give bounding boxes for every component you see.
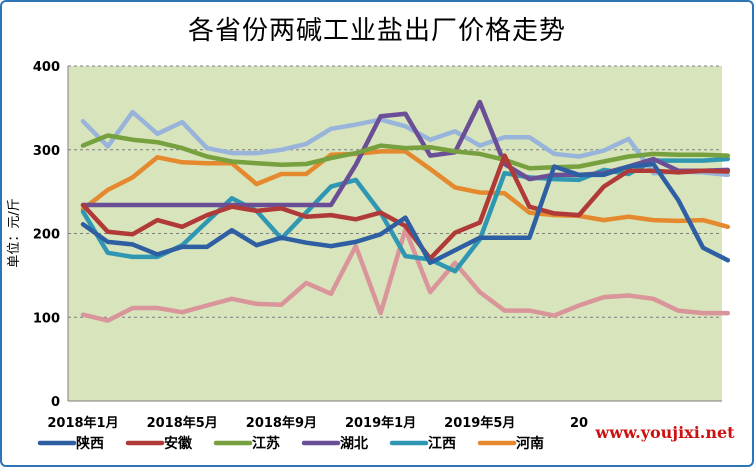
x-tick-label-3: 2019年1月 <box>345 415 416 431</box>
series-line-1 <box>80 153 731 261</box>
chart-title: 各省份两碱工业盐出厂价格走势 <box>187 16 566 46</box>
y-tick-label-100: 100 <box>33 311 60 326</box>
y-axis-label: 单位：元/斤 <box>7 198 22 267</box>
series-line-4 <box>80 156 731 274</box>
x-tick-label-4: 2019年5月 <box>444 415 515 431</box>
series-line-0 <box>80 161 731 266</box>
legend-label-4: 江西 <box>428 435 456 452</box>
legend: 陕西 安徽 江苏 湖北 江西 河南 <box>37 435 544 452</box>
x-axis-ticks: 2018年1月 2018年5月 2018年9月 2019年1月 2019年5月 20 <box>47 415 588 431</box>
y-tick-label-0: 0 <box>51 395 60 410</box>
series-line-6 <box>80 109 731 178</box>
x-tick-label-5: 20 <box>570 416 588 431</box>
y-axis-ticks: 0 100 200 300 400 <box>33 60 60 410</box>
legend-label-2: 江苏 <box>252 435 280 452</box>
watermark: www.youjixi.net <box>590 418 740 448</box>
y-tick-label-200: 200 <box>33 228 60 243</box>
series-line-5 <box>80 149 731 230</box>
x-tick-label-1: 2018年5月 <box>147 415 218 431</box>
y-tick-label-400: 400 <box>33 60 60 75</box>
x-tick-label-2: 2018年9月 <box>246 415 317 431</box>
legend-label-0: 陕西 <box>76 435 104 452</box>
legend-label-1: 安徽 <box>164 435 193 452</box>
y-tick-label-300: 300 <box>33 144 60 159</box>
legend-label-3: 湖北 <box>340 436 368 452</box>
x-tick-label-0: 2018年1月 <box>47 415 118 431</box>
series-lines <box>80 99 731 323</box>
series-line-2 <box>80 133 731 171</box>
legend-label-5: 河南 <box>516 435 544 452</box>
